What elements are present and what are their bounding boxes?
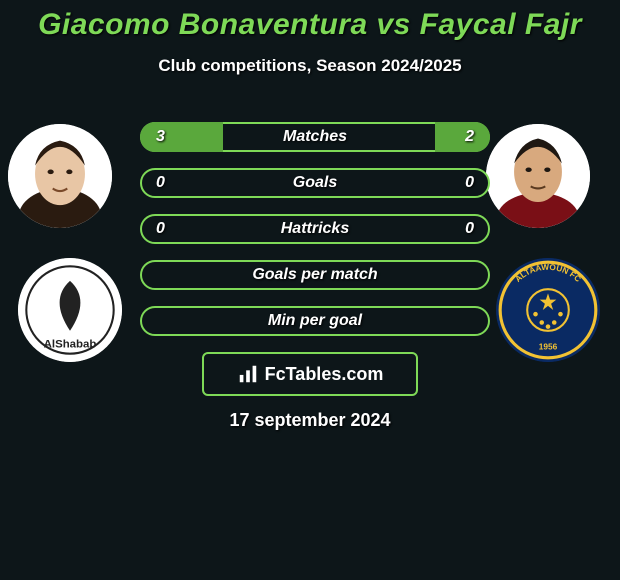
stat-value-right: 0 <box>465 174 474 192</box>
stat-bar: Goals per match <box>140 260 490 290</box>
stat-value-left: 0 <box>156 220 165 238</box>
stat-label: Goals per match <box>252 266 377 284</box>
player-left-portrait-icon <box>8 124 112 228</box>
stat-bar: 0 0 Hattricks <box>140 214 490 244</box>
stat-value-left: 0 <box>156 174 165 192</box>
snapshot-date: 17 september 2024 <box>0 410 620 431</box>
player-right-avatar <box>486 124 590 228</box>
stat-label: Goals <box>293 174 337 192</box>
club-left-badge: AlShabab <box>18 258 122 362</box>
club-right-crest-icon: ALTAAWOUN FC 1956 <box>496 258 600 362</box>
comparison-subtitle: Club competitions, Season 2024/2025 <box>0 56 620 76</box>
stat-value-left: 3 <box>156 128 165 146</box>
player-left-avatar <box>8 124 112 228</box>
bar-chart-icon <box>237 363 259 385</box>
stat-bar-fill-right <box>435 122 490 152</box>
club-right-badge: ALTAAWOUN FC 1956 <box>496 258 600 362</box>
player-right-portrait-icon <box>486 124 590 228</box>
stat-bar: 0 0 Goals <box>140 168 490 198</box>
stat-value-right: 0 <box>465 220 474 238</box>
stat-label: Matches <box>283 128 347 146</box>
club-left-crest-icon: AlShabab <box>18 258 122 362</box>
stat-bar: Min per goal <box>140 306 490 336</box>
stat-label: Hattricks <box>281 220 349 238</box>
stat-label: Min per goal <box>268 312 362 330</box>
fctables-watermark: FcTables.com <box>202 352 418 396</box>
stat-bars: 3 2 Matches 0 0 Goals 0 0 Hattricks Goals per mat… <box>140 122 490 352</box>
comparison-title: Giacomo Bonaventura vs Faycal Fajr <box>0 0 620 42</box>
club-left-label: AlShabab <box>44 338 97 350</box>
club-right-year: 1956 <box>539 342 558 352</box>
stat-value-right: 2 <box>465 128 474 146</box>
stat-bar: 3 2 Matches <box>140 122 490 152</box>
watermark-text: FcTables.com <box>265 364 384 385</box>
stat-bar-fill-left <box>140 122 223 152</box>
